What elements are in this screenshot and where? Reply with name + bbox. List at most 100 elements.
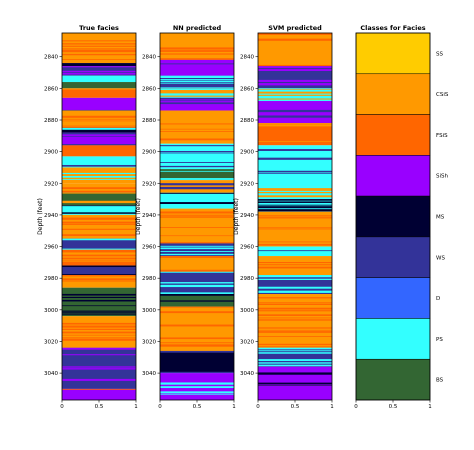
facies-band xyxy=(258,297,332,299)
facies-segment xyxy=(258,33,332,67)
legend-title: Classes for Facies xyxy=(360,24,425,32)
facies-segment xyxy=(258,385,332,400)
facies-band xyxy=(160,167,234,170)
facies-band xyxy=(160,183,234,186)
facies-band xyxy=(258,317,332,319)
y-tick-label: 2840 xyxy=(240,55,254,61)
facies-band xyxy=(62,212,136,214)
facies-band xyxy=(62,328,136,331)
y-tick-label: 2980 xyxy=(44,276,58,282)
facies-band xyxy=(62,187,136,190)
facies-band xyxy=(160,58,234,60)
y-tick-label: 2940 xyxy=(142,213,156,219)
y-tick-label: 3020 xyxy=(240,339,254,345)
facies-band xyxy=(258,227,332,228)
facies-band xyxy=(160,216,234,218)
facies-band xyxy=(62,275,136,277)
facies-segment xyxy=(258,145,332,187)
facies-segment xyxy=(62,388,136,400)
panel-title: True facies xyxy=(79,24,119,32)
facies-band xyxy=(160,242,234,244)
facies-segment xyxy=(62,287,136,317)
facies-segment xyxy=(160,110,234,144)
y-tick-label: 2880 xyxy=(142,118,156,124)
facies-band xyxy=(160,292,234,294)
facies-segment xyxy=(160,192,234,209)
facies-band xyxy=(160,282,234,284)
facies-band xyxy=(62,312,136,314)
legend-class-label: MS xyxy=(436,215,445,221)
facies-band xyxy=(62,224,136,225)
y-tick-label: 2980 xyxy=(142,276,156,282)
facies-segment xyxy=(160,180,234,193)
facies-band xyxy=(62,293,136,296)
facies-band xyxy=(62,120,136,122)
facies-band xyxy=(258,149,332,151)
y-tick-label: 2900 xyxy=(44,150,58,156)
facies-band xyxy=(160,271,234,273)
panel-1-xtick-label: 0 xyxy=(60,404,64,410)
facies-segment xyxy=(62,75,136,83)
facies-band xyxy=(62,40,136,42)
legend-swatch xyxy=(355,32,431,75)
facies-band xyxy=(258,364,332,367)
y-tick-label: 2960 xyxy=(44,245,58,251)
facies-band xyxy=(160,294,234,296)
facies-band xyxy=(258,266,332,269)
panel-2: NN predicted 2840 2860 2880 2900 2920 2940 2960… xyxy=(135,24,235,401)
facies-band xyxy=(258,359,332,361)
panel-3: SVM predicted 2840 2860 2880 2900 2920 2940 296… xyxy=(233,24,333,401)
facies-band xyxy=(62,190,136,193)
facies-band xyxy=(62,118,136,120)
facies-band xyxy=(160,186,234,190)
facies-band xyxy=(258,382,332,385)
facies-band xyxy=(258,228,332,230)
facies-segment xyxy=(258,366,332,386)
facies-band xyxy=(62,337,136,338)
y-tick-label: 3040 xyxy=(44,371,58,377)
facies-band xyxy=(258,303,332,305)
facies-band xyxy=(62,192,136,194)
facies-band xyxy=(160,350,234,353)
y-tick-label: 2940 xyxy=(44,213,58,219)
facies-band xyxy=(160,227,234,228)
facies-band xyxy=(258,197,332,200)
panel-2-xtick-label: 1 xyxy=(232,404,236,410)
facies-band xyxy=(62,49,136,53)
facies-band xyxy=(160,235,234,237)
facies-band xyxy=(258,241,332,243)
facies-segment xyxy=(258,256,332,276)
facies-band xyxy=(258,109,332,113)
facies-band xyxy=(258,250,332,252)
facies-band xyxy=(62,172,136,175)
facies-band xyxy=(258,264,332,266)
facies-segment xyxy=(160,350,234,374)
y-tick-label: 2920 xyxy=(142,181,156,187)
y-tick-label: 2860 xyxy=(44,86,58,92)
facies-band xyxy=(258,278,332,280)
facies-segment xyxy=(160,143,234,168)
facies-segment xyxy=(62,132,136,146)
legend-xtick-label: 1 xyxy=(428,404,432,410)
facies-band xyxy=(62,265,136,268)
panel-2-xtick-label: 0 xyxy=(158,404,162,410)
facies-band xyxy=(258,173,332,174)
facies-band xyxy=(160,162,234,163)
facies-band xyxy=(62,278,136,280)
facies-band xyxy=(62,115,136,118)
legend-xtick-label: 0.5 xyxy=(389,404,398,410)
facies-band xyxy=(258,372,332,375)
facies-band xyxy=(160,394,234,396)
facies-band xyxy=(258,310,332,312)
facies-band xyxy=(258,243,332,246)
facies-segment xyxy=(62,192,136,206)
facies-band xyxy=(160,87,234,89)
facies-band xyxy=(258,347,332,350)
facies-band xyxy=(62,48,136,50)
facies-band xyxy=(62,132,136,135)
panel-3-xtick-label: 1 xyxy=(330,404,334,410)
facies-band xyxy=(62,366,136,368)
facies-band xyxy=(258,262,332,264)
facies-band xyxy=(258,350,332,352)
facies-segment xyxy=(160,33,234,60)
